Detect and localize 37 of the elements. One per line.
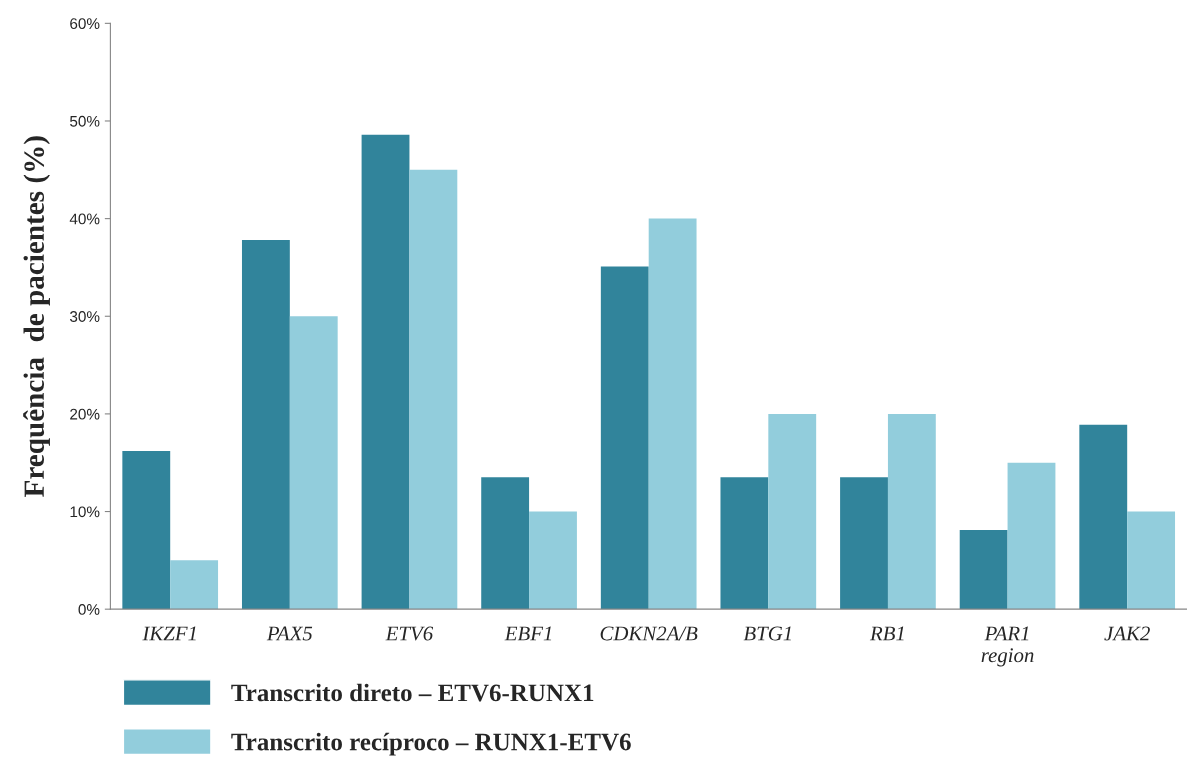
bar [768,413,817,610]
bar [600,266,649,610]
bar [241,240,290,610]
x-tick-label: CDKN2A/B [600,626,698,641]
bar [959,530,1008,610]
bar [529,511,577,610]
bar [361,134,410,610]
x-tick-label: JAK2 [1104,626,1150,641]
bar [1007,462,1056,610]
bar [170,560,219,610]
y-tick-label: 10% [70,506,100,518]
x-tick-label: RB1 [869,626,904,641]
x-tick-label: PAR1 region [981,626,1034,667]
y-tick-label: 0% [78,604,100,615]
legend-label: Transcrito recíproco – RUNX1-ETV6 [231,732,631,756]
y-tick-label: 60% [70,18,100,30]
x-tick-label: IKZF1 [142,626,196,641]
x-tick-label: EBF1 [504,626,552,641]
bar [887,413,936,610]
x-tick-label: PAX5 [266,626,313,641]
bar [720,477,769,610]
y-axis-title: Frequência de pacientes (%) [23,136,50,497]
bar [1127,511,1176,610]
y-tick-label: 40% [69,213,100,225]
x-tick-label: BTG1 [743,626,791,641]
y-tick-label: 20% [70,408,100,420]
bar [648,218,697,610]
x-tick-label: ETV6 [385,626,434,641]
bar [409,169,458,610]
y-tick-label: 30% [69,311,100,322]
bar [122,451,171,610]
bar [1079,424,1128,610]
bar [840,477,888,610]
bar [481,477,530,610]
y-tick-label: 50% [70,115,100,127]
legend-label: Transcrito direto – ETV6-RUNX1 [231,683,594,702]
bar [289,316,338,610]
